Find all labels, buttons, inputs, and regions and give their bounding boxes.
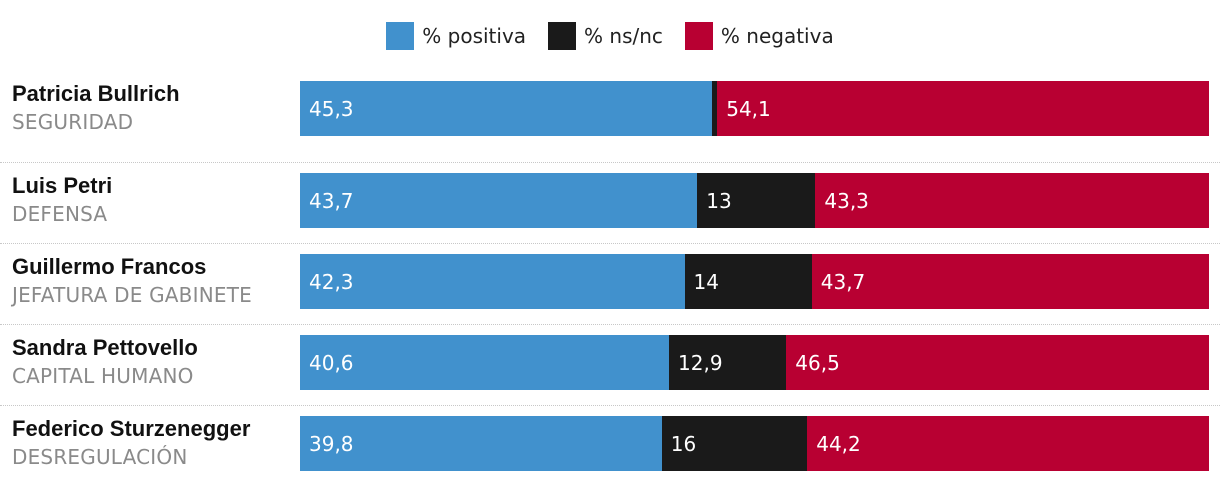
bar-segment-positive: 45,3 bbox=[300, 81, 712, 136]
bar-segment-nsnc: 16 bbox=[661, 416, 808, 471]
bar-segment-nsnc: 14 bbox=[684, 254, 812, 309]
data-label-nsnc: 13 bbox=[706, 188, 732, 213]
data-label-negative: 46,5 bbox=[795, 350, 840, 375]
ministry-label: SEGURIDAD bbox=[12, 110, 134, 134]
legend-item-nsnc: % ns/nc bbox=[548, 22, 663, 50]
stacked-bar: 42,3 14 43,7 bbox=[300, 254, 1209, 309]
data-label-positive: 45,3 bbox=[309, 96, 354, 121]
bar-segment-negative: 43,7 bbox=[811, 254, 1209, 309]
stacked-bar: 43,7 13 43,3 bbox=[300, 173, 1209, 228]
bar-segment-positive: 39,8 bbox=[300, 416, 662, 471]
bar-segment-positive: 43,7 bbox=[300, 173, 698, 228]
legend-label-nsnc: % ns/nc bbox=[584, 24, 663, 48]
data-label-positive: 43,7 bbox=[309, 188, 354, 213]
row-label: Guillermo Francos JEFATURA DE GABINETE bbox=[12, 254, 252, 310]
data-label-negative: 43,3 bbox=[824, 188, 869, 213]
bar-segment-negative: 43,3 bbox=[815, 173, 1209, 228]
bar-segment-nsnc bbox=[711, 81, 718, 136]
chart-row: Luis Petri DEFENSA 43,7 13 43,3 bbox=[0, 162, 1220, 243]
bar-segment-negative: 44,2 bbox=[807, 416, 1209, 471]
bar-segment-positive: 40,6 bbox=[300, 335, 670, 390]
legend-swatch-positive bbox=[386, 22, 415, 50]
data-label-negative: 54,1 bbox=[726, 96, 771, 121]
legend-swatch-negative bbox=[684, 22, 713, 50]
stacked-bar: 45,3 54,1 bbox=[300, 81, 1209, 136]
row-label: Luis Petri DEFENSA bbox=[12, 173, 112, 229]
bar-segment-negative: 46,5 bbox=[786, 335, 1209, 390]
chart-row: Patricia Bullrich SEGURIDAD 45,3 54,1 bbox=[0, 81, 1220, 162]
chart-row: Sandra Pettovello CAPITAL HUMANO 40,6 12,9 4… bbox=[0, 324, 1220, 405]
bar-segment-nsnc: 13 bbox=[697, 173, 816, 228]
data-label-nsnc: 14 bbox=[693, 269, 719, 294]
data-label-negative: 44,2 bbox=[816, 431, 861, 456]
chart-row: Federico Sturzenegger DESREGULACIÓN 39,8 16… bbox=[0, 405, 1220, 486]
chart-row: Guillermo Francos JEFATURA DE GABINETE 42,… bbox=[0, 243, 1220, 324]
ministry-label: DESREGULACIÓN bbox=[12, 445, 188, 469]
stacked-bar: 40,6 12,9 46,5 bbox=[300, 335, 1209, 390]
person-name: Luis Petri bbox=[12, 173, 113, 198]
data-label-positive: 40,6 bbox=[309, 350, 354, 375]
bar-segment-nsnc: 12,9 bbox=[669, 335, 787, 390]
legend: % positiva % ns/nc % negativa bbox=[0, 22, 1220, 50]
legend-item-positive: % positiva bbox=[386, 22, 526, 50]
legend-label-negative: % negativa bbox=[720, 24, 834, 48]
person-name: Guillermo Francos bbox=[12, 254, 207, 279]
ministry-label: DEFENSA bbox=[12, 202, 108, 226]
person-name: Patricia Bullrich bbox=[12, 81, 180, 106]
legend-item-negative: % negativa bbox=[684, 22, 834, 50]
bar-segment-negative: 54,1 bbox=[717, 81, 1209, 136]
legend-swatch-nsnc bbox=[548, 22, 577, 50]
legend-label-positive: % positiva bbox=[422, 24, 527, 48]
stacked-bar: 39,8 16 44,2 bbox=[300, 416, 1209, 471]
row-label: Sandra Pettovello CAPITAL HUMANO bbox=[12, 335, 198, 391]
bar-segment-positive: 42,3 bbox=[300, 254, 685, 309]
chart-rows: Patricia Bullrich SEGURIDAD 45,3 54,1 Luis P… bbox=[0, 81, 1220, 486]
row-label: Federico Sturzenegger DESREGULACIÓN bbox=[12, 416, 250, 472]
data-label-nsnc: 16 bbox=[670, 431, 697, 456]
data-label-positive: 42,3 bbox=[309, 269, 354, 294]
data-label-positive: 39,8 bbox=[309, 431, 354, 456]
person-name: Sandra Pettovello bbox=[12, 335, 198, 360]
person-name: Federico Sturzenegger bbox=[12, 416, 251, 441]
ministry-label: CAPITAL HUMANO bbox=[12, 364, 194, 388]
data-label-nsnc: 12,9 bbox=[678, 350, 723, 375]
data-label-negative: 43,7 bbox=[820, 269, 866, 294]
row-label: Patricia Bullrich SEGURIDAD bbox=[12, 81, 180, 137]
ministry-label: JEFATURA DE GABINETE bbox=[12, 283, 252, 307]
